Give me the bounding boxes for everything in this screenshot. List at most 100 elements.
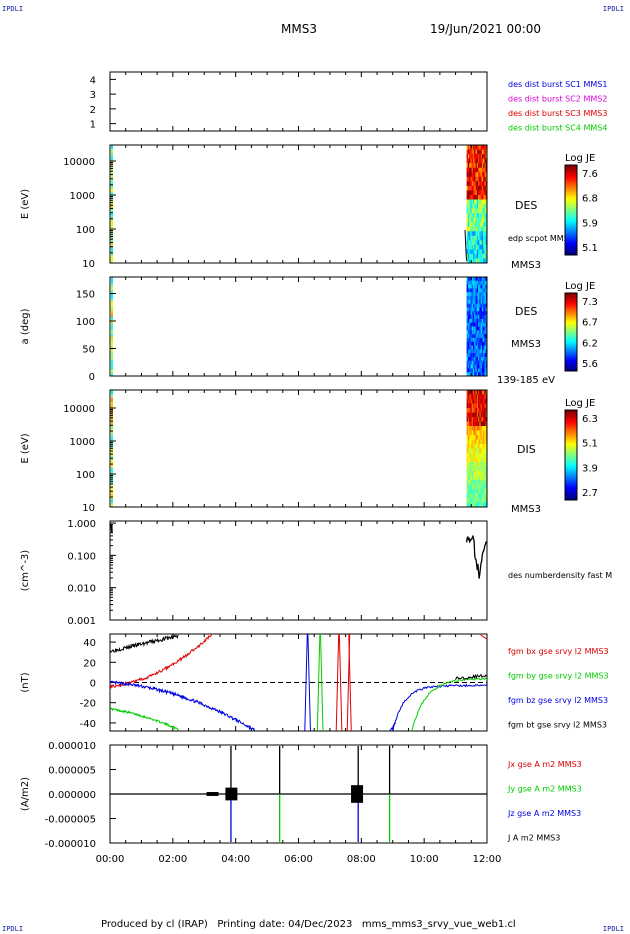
heatmap-cell — [481, 345, 484, 350]
heatmap-cell — [479, 199, 482, 205]
heatmap-cell — [111, 432, 113, 438]
burst-y-tick-label: 1 — [90, 120, 96, 131]
legend-blue: fgm bz gse srvy l2 MMS3 — [508, 696, 608, 705]
heatmap-cell — [481, 341, 484, 346]
heatmap-cell — [470, 426, 473, 431]
footer-printing-date: Printing date: 04/Dec/2023 — [217, 919, 353, 930]
heatmap-cell — [481, 368, 484, 373]
heatmap-cell — [479, 408, 482, 413]
heatmap-cell — [479, 484, 482, 490]
heatmap-cell — [467, 421, 470, 427]
heatmap-cell — [478, 489, 480, 494]
heatmap-cell — [479, 217, 482, 223]
heatmap-cell — [467, 337, 470, 343]
heatmap-cell — [470, 360, 473, 365]
colorbar-tick-label: 3.9 — [582, 463, 598, 474]
heatmap-cell — [466, 190, 469, 196]
heatmap-cell — [475, 204, 478, 209]
heatmap-cell — [466, 356, 469, 362]
colorbar-segment — [565, 410, 577, 413]
heatmap-cell — [471, 288, 474, 293]
heatmap-cell — [470, 204, 473, 209]
heatmap-cell — [483, 502, 485, 508]
heatmap-cell — [475, 345, 478, 350]
heatmap-cell — [471, 311, 474, 316]
heatmap-cell — [466, 194, 469, 200]
colorbar-segment — [565, 450, 577, 454]
heatmap-cell — [476, 208, 479, 214]
heatmap-cell — [470, 292, 473, 297]
heatmap-cell — [466, 345, 469, 350]
heatmap-cell — [469, 299, 471, 305]
heatmap-cell — [484, 199, 487, 205]
colorbar-segment — [565, 332, 577, 335]
legend-black: J A m2 MMS3 — [507, 834, 560, 843]
colorbar-tick-label: 7.6 — [582, 169, 598, 180]
heatmap-cell — [474, 349, 476, 354]
heatmap-cell — [111, 303, 113, 308]
heatmap-cell — [469, 280, 471, 286]
heatmap-cell — [483, 399, 485, 404]
heatmap-cell — [478, 444, 480, 449]
heatmap-cell — [476, 154, 479, 160]
heatmap-cell — [111, 356, 113, 360]
heatmap-cell — [466, 172, 469, 178]
heatmap-cell — [484, 444, 487, 449]
heatmap-cell — [111, 215, 113, 221]
heatmap-cell — [472, 466, 475, 472]
heatmap-cell — [469, 403, 471, 409]
colorbar-segment — [565, 337, 577, 341]
density-legend: des numberdensity fast M — [508, 571, 612, 580]
heatmap-cell — [111, 397, 113, 403]
heatmap-cell — [469, 176, 471, 182]
heatmap-cell — [475, 337, 478, 343]
heatmap-cell — [478, 403, 480, 409]
heatmap-cell — [483, 194, 485, 200]
heatmap-cell — [469, 181, 471, 187]
heatmap-cell — [479, 307, 482, 312]
heatmap-cell — [469, 444, 471, 449]
heatmap-cell — [478, 213, 480, 219]
colorbar-frame — [564, 409, 578, 501]
heatmap-cell — [475, 315, 478, 320]
heatmap-cell — [475, 244, 478, 250]
colorbar-segment — [565, 234, 577, 238]
heatmap-cell — [470, 194, 473, 200]
heatmap-cell — [484, 408, 487, 413]
heatmap-cell — [474, 204, 476, 209]
colorbar-segment — [565, 414, 577, 418]
heatmap-cell — [484, 330, 487, 335]
heatmap-cell — [467, 372, 470, 377]
des-pitch-y-tick-label: 100 — [76, 317, 95, 328]
heatmap-cell — [472, 213, 475, 219]
heatmap-cell — [483, 412, 485, 418]
heatmap-cell — [481, 204, 484, 209]
colorbar-segment — [565, 459, 577, 463]
heatmap-cell — [476, 390, 479, 395]
heatmap-cell — [475, 185, 478, 191]
heatmap-cell — [481, 176, 484, 182]
density-y-tick-label: 0.100 — [67, 551, 96, 562]
heatmap-cell — [472, 222, 475, 228]
heatmap-cell — [475, 231, 478, 237]
heatmap-cell — [474, 489, 476, 494]
heatmap-cell — [111, 421, 113, 426]
heatmap-cell — [467, 417, 470, 422]
heatmap-cell — [471, 349, 474, 354]
heatmap-cell — [466, 258, 469, 264]
heatmap-cell — [478, 484, 480, 490]
heatmap-cell — [483, 217, 485, 223]
heatmap-cell — [481, 222, 484, 228]
heatmap-cell — [479, 360, 482, 365]
heatmap-cell — [472, 457, 475, 463]
heatmap-cell — [478, 430, 480, 436]
heatmap-cell — [470, 185, 473, 191]
heatmap-cell — [484, 421, 487, 427]
heatmap-cell — [466, 204, 469, 209]
heatmap-cell — [484, 284, 487, 289]
colorbar-segment — [565, 248, 577, 251]
heatmap-cell — [472, 154, 475, 160]
heatmap-cell — [481, 453, 484, 458]
heatmap-cell — [479, 181, 482, 187]
heatmap-cell — [472, 307, 475, 312]
